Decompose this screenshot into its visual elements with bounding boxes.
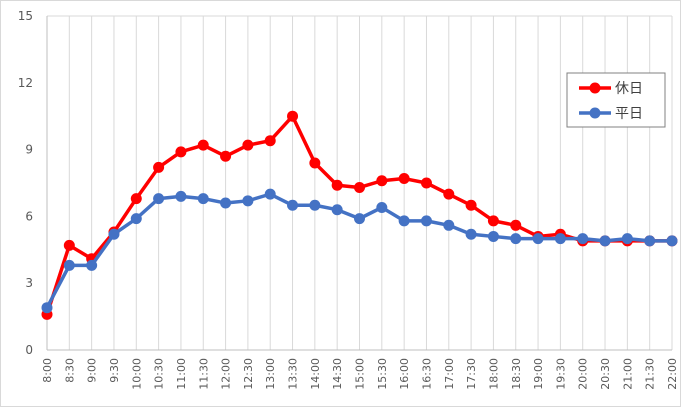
x-tick-label: 17:30 <box>465 358 478 390</box>
data-point <box>175 190 187 202</box>
data-point <box>398 215 410 227</box>
data-point <box>264 188 276 200</box>
x-tick-label: 12:00 <box>220 358 233 390</box>
x-tick-label: 17:00 <box>443 358 456 390</box>
y-tick-label: 15 <box>18 9 33 23</box>
data-point <box>220 197 232 209</box>
data-point <box>309 199 321 211</box>
x-tick-label: 9:00 <box>86 358 99 383</box>
x-tick-label: 9:30 <box>108 358 121 383</box>
data-point <box>420 177 432 189</box>
data-point <box>108 228 120 240</box>
x-tick-label: 8:00 <box>41 358 54 383</box>
data-point <box>465 228 477 240</box>
x-tick-label: 13:30 <box>287 358 300 390</box>
data-point <box>63 239 75 251</box>
x-tick-label: 20:00 <box>577 358 590 390</box>
legend-swatch-marker <box>589 82 601 94</box>
legend-label: 休日 <box>615 81 643 97</box>
data-point <box>153 193 165 205</box>
data-point <box>309 157 321 169</box>
x-tick-label: 15:00 <box>354 358 367 390</box>
data-point <box>86 259 98 271</box>
legend-box <box>566 72 666 128</box>
data-point <box>220 150 232 162</box>
data-point <box>644 235 656 247</box>
x-tick-label: 11:30 <box>197 358 210 390</box>
x-tick-label: 19:00 <box>532 358 545 390</box>
data-point <box>63 259 75 271</box>
x-tick-label: 10:00 <box>130 358 143 390</box>
data-point <box>41 302 53 314</box>
y-tick-label: 6 <box>25 209 33 223</box>
x-tick-label: 10:30 <box>153 358 166 390</box>
x-tick-label: 16:00 <box>398 358 411 390</box>
x-tick-label: 12:30 <box>242 358 255 390</box>
data-point <box>398 173 410 185</box>
data-point <box>287 110 299 122</box>
x-tick-label: 14:00 <box>309 358 322 390</box>
data-point <box>510 233 522 245</box>
data-point <box>621 233 633 245</box>
data-point <box>197 139 209 151</box>
data-point <box>242 195 254 207</box>
data-point <box>599 235 611 247</box>
data-point <box>242 139 254 151</box>
legend-label: 平日 <box>615 106 643 122</box>
x-tick-label: 8:30 <box>63 358 76 383</box>
data-point <box>554 233 566 245</box>
x-tick-label: 16:30 <box>420 358 433 390</box>
y-tick-label: 12 <box>18 76 33 90</box>
x-tick-label: 18:00 <box>487 358 500 390</box>
x-tick-label: 21:00 <box>621 358 634 390</box>
x-tick-label: 19:30 <box>554 358 567 390</box>
data-point <box>532 233 544 245</box>
x-tick-label: 11:00 <box>175 358 188 390</box>
data-point <box>197 193 209 205</box>
x-tick-label: 22:00 <box>666 358 679 390</box>
data-point <box>331 179 343 191</box>
data-point <box>443 219 455 231</box>
y-tick-label: 9 <box>25 143 33 157</box>
data-point <box>130 213 142 225</box>
data-point <box>510 219 522 231</box>
data-point <box>465 199 477 211</box>
data-point <box>354 213 365 225</box>
x-tick-label: 21:30 <box>644 358 657 390</box>
data-point <box>376 201 388 213</box>
x-tick-label: 14:30 <box>331 358 344 390</box>
data-point <box>354 181 365 193</box>
x-tick-label: 15:30 <box>376 358 389 390</box>
x-tick-label: 18:30 <box>510 358 523 390</box>
data-point <box>420 215 432 227</box>
data-point <box>487 230 499 242</box>
axes: 0 3 6 9 12 15 8:00 8:30 9:00 9:30 10:00 10:30 11:00 1… <box>18 9 679 390</box>
data-point <box>376 175 388 187</box>
data-point <box>175 146 187 158</box>
data-point <box>666 235 678 247</box>
data-point <box>287 199 299 211</box>
legend-swatch-marker <box>589 107 601 119</box>
data-point <box>443 188 455 200</box>
data-point <box>130 193 142 205</box>
x-tick-label: 20:30 <box>599 358 612 390</box>
series-group <box>41 110 678 320</box>
data-point <box>577 233 589 245</box>
y-tick-label: 0 <box>25 343 33 357</box>
data-point <box>331 204 343 216</box>
series-2 <box>41 188 678 314</box>
data-point <box>264 135 276 147</box>
x-tick-label: 13:00 <box>264 358 277 390</box>
y-tick-label: 3 <box>25 276 33 290</box>
data-point <box>487 215 499 227</box>
data-point <box>153 161 165 173</box>
